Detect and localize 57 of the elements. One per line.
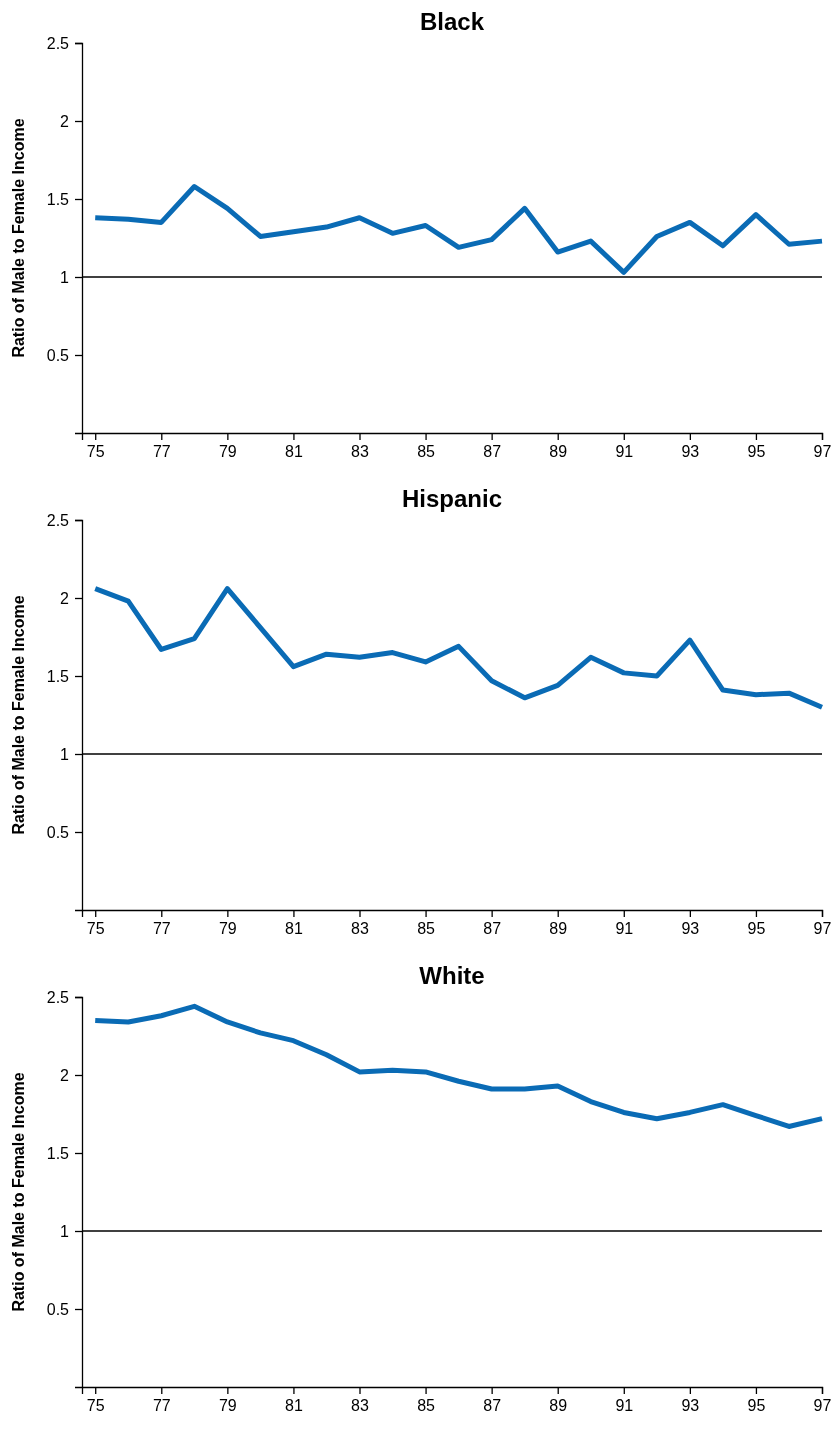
x-tick-label: 91 bbox=[615, 1397, 634, 1415]
x-tick-label: 97 bbox=[813, 443, 832, 461]
y-tick-label: 2.5 bbox=[46, 34, 70, 52]
y-tick-label: 0.5 bbox=[46, 346, 70, 364]
x-tick-label: 85 bbox=[417, 920, 436, 938]
y-tick-label: 1 bbox=[60, 745, 70, 763]
x-tick-label: 85 bbox=[417, 1397, 436, 1415]
x-tick-label: 79 bbox=[218, 1397, 237, 1415]
x-tick-label: 77 bbox=[152, 1397, 171, 1415]
x-tick-label: 85 bbox=[417, 443, 436, 461]
y-tick-label: 1 bbox=[60, 1222, 70, 1240]
x-tick-label: 93 bbox=[681, 443, 700, 461]
x-tick-label: 89 bbox=[549, 1397, 568, 1415]
x-tick-label: 89 bbox=[549, 920, 568, 938]
x-tick-label: 83 bbox=[351, 443, 369, 461]
x-tick-label: 81 bbox=[285, 920, 303, 938]
x-tick-label: 95 bbox=[747, 443, 766, 461]
x-tick-label: 81 bbox=[285, 443, 303, 461]
y-tick-label: 2 bbox=[60, 589, 70, 607]
x-tick-label: 97 bbox=[813, 1397, 832, 1415]
y-tick-label: 1.5 bbox=[46, 667, 70, 685]
x-tick-label: 87 bbox=[483, 443, 502, 461]
x-tick-label: 77 bbox=[152, 920, 171, 938]
x-tick-label: 83 bbox=[351, 1397, 369, 1415]
chart-title: White bbox=[419, 962, 485, 989]
chart-title: Black bbox=[419, 8, 485, 35]
x-tick-label: 87 bbox=[483, 1397, 502, 1415]
x-tick-label: 93 bbox=[681, 920, 700, 938]
x-tick-label: 81 bbox=[285, 1397, 303, 1415]
x-tick-label: 75 bbox=[86, 1397, 105, 1415]
y-tick-label: 2.5 bbox=[46, 988, 70, 1006]
y-tick-label: 2.5 bbox=[46, 511, 70, 529]
y-axis-title: Ratio of Male to Female Income bbox=[10, 595, 27, 835]
y-tick-label: 1.5 bbox=[46, 190, 70, 208]
y-axis-title: Ratio of Male to Female Income bbox=[10, 118, 27, 358]
y-tick-label: 0.5 bbox=[46, 1300, 70, 1318]
x-tick-label: 75 bbox=[86, 920, 105, 938]
y-axis-title: Ratio of Male to Female Income bbox=[10, 1072, 27, 1312]
x-tick-label: 87 bbox=[483, 920, 502, 938]
y-tick-label: 2 bbox=[60, 1066, 70, 1084]
x-tick-label: 75 bbox=[86, 443, 105, 461]
x-tick-label: 95 bbox=[747, 920, 766, 938]
chart-title: Hispanic bbox=[401, 485, 503, 512]
y-tick-label: 2 bbox=[60, 112, 70, 130]
x-tick-label: 79 bbox=[218, 920, 237, 938]
x-tick-label: 83 bbox=[351, 920, 369, 938]
x-tick-label: 77 bbox=[152, 443, 171, 461]
x-tick-label: 89 bbox=[549, 443, 568, 461]
x-tick-label: 91 bbox=[615, 443, 634, 461]
x-tick-label: 93 bbox=[681, 1397, 700, 1415]
x-tick-label: 79 bbox=[218, 443, 237, 461]
y-tick-label: 1 bbox=[60, 268, 70, 286]
y-tick-label: 1.5 bbox=[46, 1144, 70, 1162]
x-tick-label: 95 bbox=[747, 1397, 766, 1415]
x-tick-label: 97 bbox=[813, 920, 832, 938]
x-tick-label: 91 bbox=[615, 920, 634, 938]
y-tick-label: 0.5 bbox=[46, 823, 70, 841]
